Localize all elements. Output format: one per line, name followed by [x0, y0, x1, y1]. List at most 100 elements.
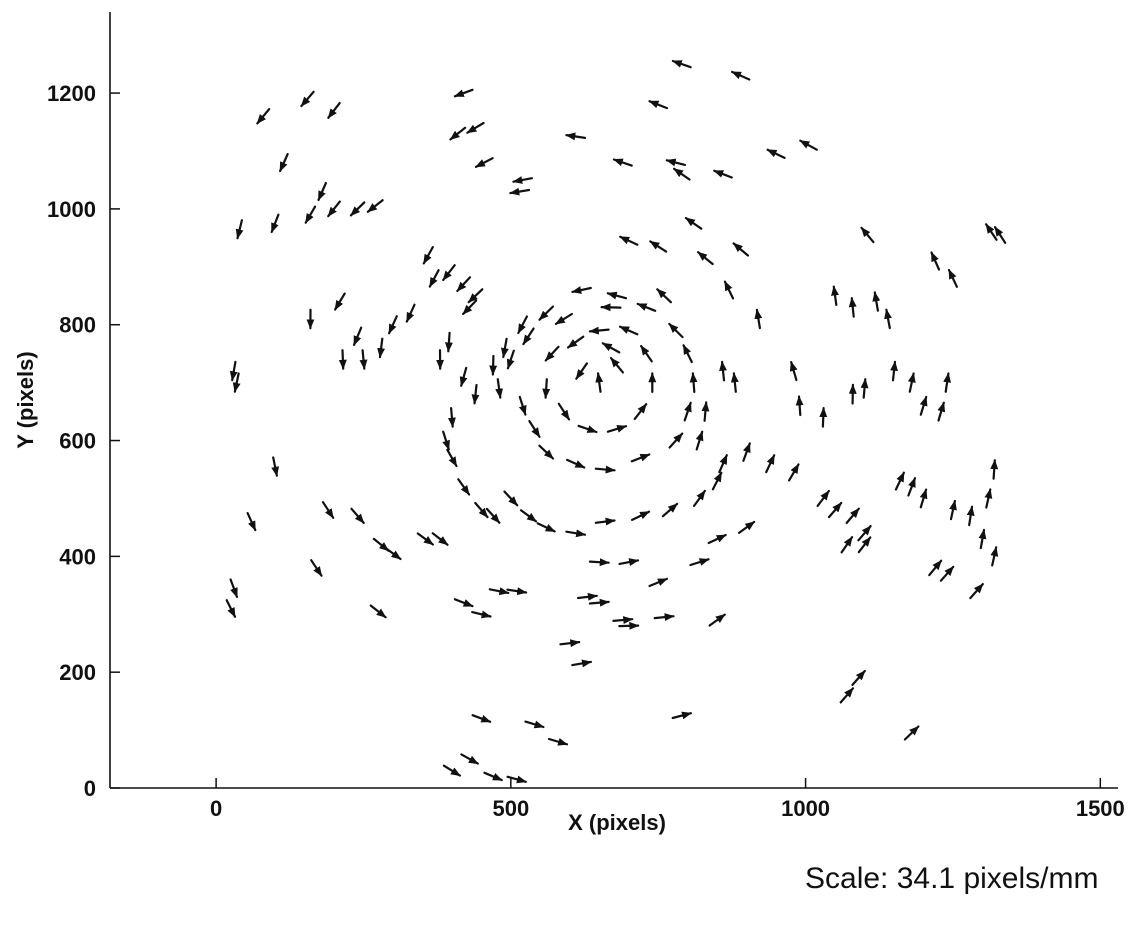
vector-arrow	[235, 219, 244, 240]
vector-arrow	[416, 532, 434, 546]
y-tick-label: 1200	[47, 81, 96, 106]
vector-arrow	[565, 458, 586, 469]
vector-arrow	[718, 454, 728, 474]
vector-arrow	[571, 286, 592, 294]
vector-arrow	[969, 582, 984, 600]
vector-arrow	[577, 424, 598, 434]
vector-arrow	[754, 308, 763, 330]
vector-arrow	[668, 322, 684, 339]
vector-arrow	[606, 291, 628, 300]
vector-arrow	[542, 378, 551, 399]
vector-arrow	[500, 337, 509, 359]
vector-arrow	[554, 312, 574, 325]
vector-arrow	[949, 499, 957, 521]
vector-arrow	[547, 737, 569, 746]
vector-arrow	[860, 378, 869, 399]
y-tick-label: 200	[59, 660, 96, 685]
vector-arrow	[978, 528, 987, 550]
vector-arrow	[506, 587, 528, 596]
vector-arrow	[559, 639, 581, 648]
vector-arrow	[565, 132, 587, 141]
vector-arrow	[506, 775, 527, 784]
vector-arrow	[431, 532, 449, 546]
vector-arrow	[349, 201, 366, 217]
vector-arrow	[799, 139, 818, 151]
vector-arrow	[831, 285, 839, 306]
vector-arrow	[509, 187, 531, 196]
vector-arrow	[633, 403, 648, 420]
vector-arrow	[684, 216, 703, 230]
x-tick-label: 1500	[1076, 796, 1125, 821]
y-tick-label: 600	[59, 429, 96, 454]
vector-arrow	[256, 107, 271, 125]
vector-arrow	[384, 546, 402, 561]
vector-arrow	[683, 401, 692, 422]
vector-arrow	[890, 360, 898, 382]
vector-arrow	[984, 223, 998, 241]
vector-arrow	[730, 70, 751, 81]
vector-arrow	[765, 454, 776, 474]
vector-arrow	[246, 511, 257, 532]
vector-arrow	[928, 559, 943, 577]
vector-arrow	[787, 463, 800, 482]
vector-arrow	[648, 577, 669, 588]
x-tick-label: 500	[492, 796, 529, 821]
vector-arrow	[538, 305, 555, 321]
vector-arrow	[457, 478, 471, 496]
vector-arrow	[713, 169, 733, 179]
vector-arrow	[742, 442, 751, 462]
vector-arrow	[630, 510, 651, 522]
vector-arrow	[538, 444, 555, 460]
vector-arrow	[907, 372, 916, 393]
vector-arrow	[588, 558, 610, 567]
vector-arrow	[588, 598, 610, 607]
vector-arrow	[860, 226, 875, 244]
vector-arrow	[919, 488, 928, 509]
vector-arrow	[907, 477, 917, 497]
vector-arrow	[300, 90, 315, 108]
vector-arrow	[689, 372, 698, 393]
vector-arrow	[857, 524, 872, 542]
vector-arrow	[471, 610, 492, 619]
vector-arrow	[737, 520, 756, 535]
vector-arrow	[661, 502, 679, 518]
vector-arrow	[474, 157, 494, 168]
vector-arrow	[672, 167, 691, 181]
vector-arrow	[474, 501, 489, 519]
vector-arrow	[506, 349, 515, 370]
vector-arrow	[471, 383, 480, 405]
vector-arrow	[327, 101, 341, 119]
vector-arrow	[903, 725, 920, 741]
y-axis-label: Y (pixels)	[13, 351, 38, 448]
vector-arrow	[588, 326, 610, 335]
vector-arrow	[990, 459, 999, 480]
x-tick-label: 1000	[781, 796, 830, 821]
vector-arrow	[488, 587, 510, 596]
vector-arrow	[840, 535, 854, 554]
vector-arrow	[723, 280, 735, 300]
vector-arrow	[845, 507, 860, 525]
vector-arrow	[665, 158, 687, 167]
vector-arrow	[327, 200, 341, 218]
vector-arrow	[701, 401, 710, 422]
vector-arrow	[279, 153, 289, 173]
x-axis-label: X (pixels)	[568, 810, 666, 835]
vector-arrow	[517, 315, 529, 335]
vector-arrow	[449, 126, 467, 141]
vector-arrow	[512, 176, 534, 184]
vector-arrow	[232, 372, 241, 393]
vector-arrow	[612, 616, 634, 624]
vector-arrow	[388, 315, 398, 335]
vector-arrow	[689, 558, 710, 567]
vector-arrow	[471, 714, 492, 723]
vector-arrow	[566, 335, 585, 349]
vector-arrow	[816, 489, 831, 507]
vector-arrow	[682, 344, 693, 364]
vector-arrow	[359, 349, 368, 370]
vector-arrow	[618, 325, 639, 336]
vector-arrow	[656, 288, 673, 304]
vector-arrow	[609, 357, 625, 374]
vector-arrow	[444, 331, 453, 353]
vector-arrow	[990, 546, 999, 567]
vector-arrow	[648, 100, 669, 110]
